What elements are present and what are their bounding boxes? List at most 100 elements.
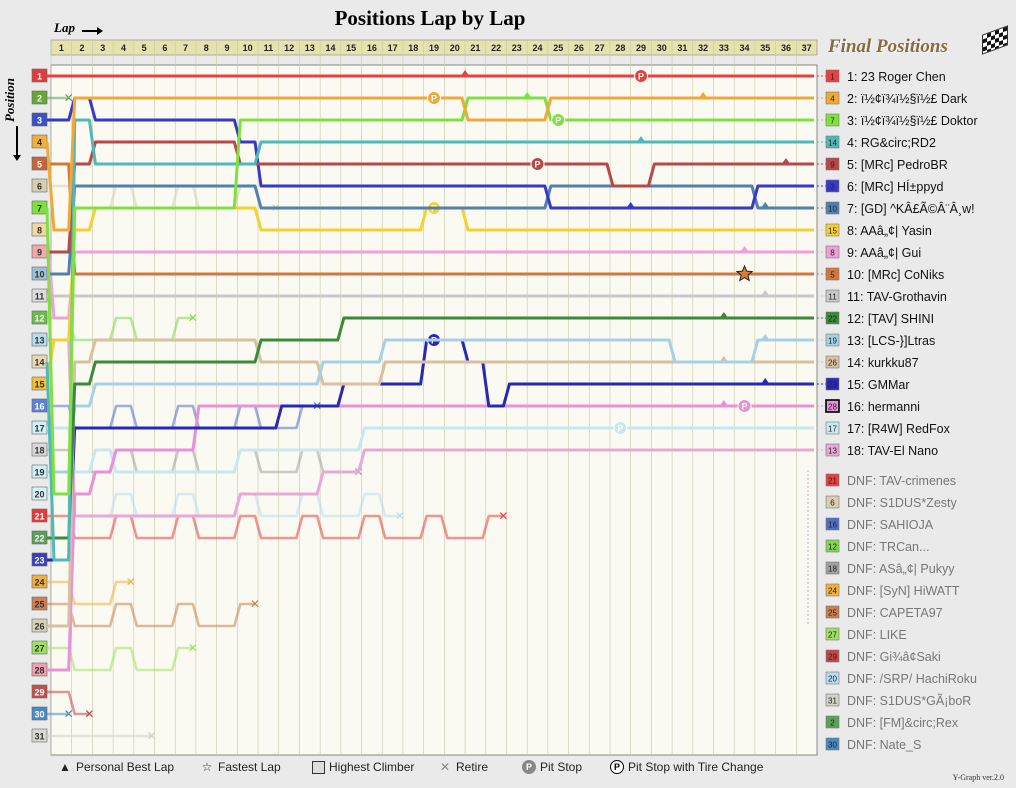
dnf-series-line <box>47 580 131 606</box>
dnf-grid: 18 <box>828 565 837 574</box>
finisher-series-line <box>47 184 814 276</box>
lap-tick-label: 15 <box>346 43 356 53</box>
legend-pit-stop: P Pit Stop <box>522 760 582 774</box>
triangle-icon: ▲ <box>59 760 71 774</box>
final-position-grid: 19 <box>828 337 837 346</box>
lap-tick-label: 28 <box>615 43 625 53</box>
dnf-name: DNF: Nate_S <box>847 738 921 752</box>
pit-stop-marker <box>737 399 752 413</box>
dnf-grid: 30 <box>828 741 837 750</box>
dnf-box <box>825 737 840 751</box>
position-tick-label: 28 <box>34 666 44 676</box>
dnf-name: DNF: SAHIOJA <box>847 518 934 532</box>
pit-icon: P <box>522 760 536 774</box>
dnf-name: DNF: TAV-crimenes <box>847 474 956 488</box>
final-position-box <box>825 267 840 281</box>
dnf-box <box>825 715 840 729</box>
retire-marker: ✕ <box>64 91 74 105</box>
pit-stop-label: P <box>431 94 437 104</box>
position-tick-label: 21 <box>34 512 44 522</box>
final-position-name: 1: 23 Roger Chen <box>847 70 946 84</box>
dnf-grid: 20 <box>828 675 837 684</box>
position-tick-label: 6 <box>37 182 42 192</box>
final-position-name: 6: [MRc] HÍ±ppyd <box>847 179 944 194</box>
dnf-name: DNF: [FM]&circ;Rex <box>847 716 959 730</box>
final-position-name: 5: [MRc] PedroBR <box>847 158 948 172</box>
retire-marker: ✕ <box>188 311 198 325</box>
position-tick-label: 1 <box>37 72 42 82</box>
lap-tick-label: 25 <box>553 43 563 53</box>
finisher-series-line <box>47 338 814 518</box>
final-position-grid: 3 <box>830 183 835 192</box>
position-tick-label: 22 <box>34 534 44 544</box>
lap-tick-label: 9 <box>224 43 229 53</box>
position-tick-label: 18 <box>34 446 44 456</box>
lap-tick-label: 32 <box>698 43 708 53</box>
pit-stop-label: P <box>535 160 541 170</box>
pit-stop-label: P <box>742 402 748 412</box>
lap-tick-label: 34 <box>740 43 750 53</box>
lap-tick-label: 4 <box>121 43 126 53</box>
dnf-box <box>825 649 840 663</box>
final-position-grid: 5 <box>830 271 835 280</box>
lap-tick-label: 36 <box>781 43 791 53</box>
finisher-series-line <box>47 426 814 474</box>
dnf-series-line <box>47 602 256 628</box>
final-position-name: 15: GMMar <box>847 378 910 392</box>
finisher-series-line <box>47 316 814 540</box>
retire-marker: ✕ <box>84 707 94 721</box>
retire-marker: ✕ <box>146 729 156 743</box>
position-tick-label: 4 <box>37 138 42 148</box>
final-position-box <box>825 179 840 193</box>
final-position-box <box>825 443 840 457</box>
retire-marker: ✕ <box>188 641 198 655</box>
lap-arrow-icon <box>82 27 103 35</box>
pit-stop-marker <box>613 421 628 435</box>
final-position-box <box>825 355 840 369</box>
final-position-name: 11: TAV-Grothavin <box>847 290 947 304</box>
retire-marker: ✕ <box>498 509 508 523</box>
final-position-grid: 8 <box>830 249 835 258</box>
plot-area <box>50 64 818 756</box>
final-position-grid: 1 <box>830 73 835 82</box>
position-tick-box <box>31 134 48 149</box>
dnf-name: DNF: CAPETA97 <box>847 606 943 620</box>
finisher-series-line <box>45 229 814 320</box>
personal-best-marker <box>739 246 750 253</box>
dnf-name: DNF: /SRP/ HachiRoku <box>847 672 977 686</box>
lap-tick-label: 16 <box>367 43 377 53</box>
final-position-box <box>825 289 840 303</box>
finisher-series-line <box>47 162 814 276</box>
final-position-grid: 28 <box>828 403 837 412</box>
dnf-grid: 24 <box>828 587 837 596</box>
legend-retire: ✕ Retire <box>439 760 489 774</box>
personal-best-marker <box>760 334 771 341</box>
pit-stop-marker <box>427 91 441 105</box>
final-position-grid: 22 <box>828 315 837 324</box>
position-arrow-icon <box>13 126 21 161</box>
dnf-box <box>825 693 840 707</box>
position-tick-label: 5 <box>37 160 42 170</box>
lap-tick-label: 2 <box>80 43 85 53</box>
position-tick-label: 26 <box>34 622 44 632</box>
version-label: Y-Graph ver.2.0 <box>952 773 1004 782</box>
retire-marker: ✕ <box>126 575 136 589</box>
final-position-box <box>825 377 840 391</box>
dnf-series-line <box>47 690 90 716</box>
final-position-box <box>825 91 840 105</box>
final-position-box <box>825 245 840 259</box>
final-position-name: 14: kurkku87 <box>847 356 919 370</box>
final-position-box <box>825 223 840 237</box>
retire-marker: ✕ <box>64 707 74 721</box>
position-tick-label: 9 <box>37 248 42 258</box>
dnf-grid: 12 <box>828 543 837 552</box>
position-tick-label: 15 <box>34 380 44 390</box>
dnf-box <box>825 627 840 641</box>
star-icon: ☆ <box>201 760 213 774</box>
position-tick-label: 11 <box>35 292 45 302</box>
dnf-box <box>825 583 840 597</box>
final-position-name: 9: AAâ„¢| Gui <box>847 246 921 260</box>
final-position-name: 18: TAV-El Nano <box>847 444 938 458</box>
